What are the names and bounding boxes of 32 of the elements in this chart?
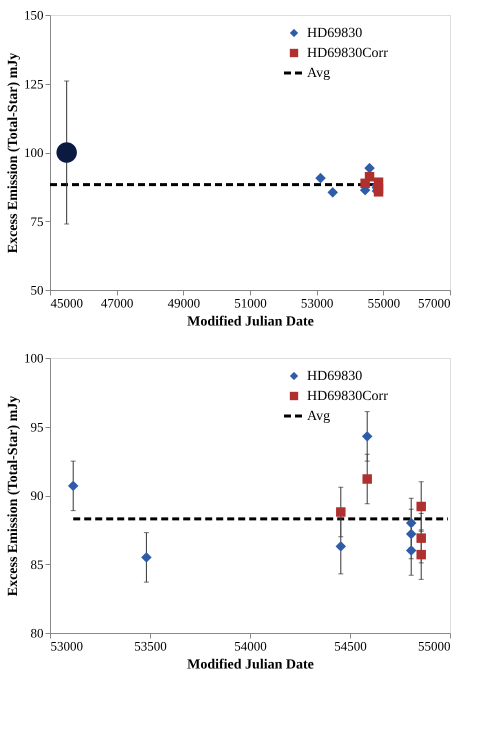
legend-label: HD69830 (307, 369, 362, 384)
x-tick-label: 53000 (300, 296, 334, 310)
y-tick-label: 85 (30, 556, 44, 572)
y-tick-label: 100 (24, 145, 44, 160)
y-axis-title: Excess Emission (Total-Star) mJy (6, 52, 21, 254)
y-tick-label: 75 (30, 214, 44, 229)
x-tick-label: 54500 (334, 638, 367, 654)
y-tick-label: 150 (24, 8, 44, 22)
x-tick-label: 53000 (50, 638, 83, 654)
legend-label: Avg (307, 66, 330, 81)
legend-label: HD69830Corr (307, 46, 388, 61)
x-tick-label: 53500 (134, 638, 167, 654)
x-tick-label: 55000 (418, 638, 450, 654)
y-tick-label: 90 (30, 488, 44, 503)
y-tick-label: 80 (30, 626, 44, 640)
x-axis-title: Modified Julian Date (187, 658, 314, 672)
x-tick-label: 45000 (50, 296, 83, 310)
legend-label: HD69830Corr (307, 389, 388, 404)
x-tick-label: 51000 (234, 296, 267, 310)
x-tick-label: 57000 (418, 296, 450, 310)
y-tick-label: 125 (24, 76, 44, 92)
x-tick-label: 49000 (168, 296, 200, 310)
x-tick-label: 54000 (234, 638, 267, 654)
x-tick-label: 47000 (100, 296, 134, 310)
x-axis-title: Modified Julian Date (187, 314, 314, 330)
y-tick-label: 100 (24, 350, 44, 366)
y-tick-label: 50 (30, 282, 44, 298)
y-tick-label: 95 (30, 419, 44, 434)
y-axis-title: Excess Emission (Total-Star) mJy (6, 396, 21, 596)
x-tick-label: 55000 (368, 296, 400, 310)
legend-label: HD69830 (307, 26, 362, 41)
legend-label: Avg (307, 409, 330, 424)
